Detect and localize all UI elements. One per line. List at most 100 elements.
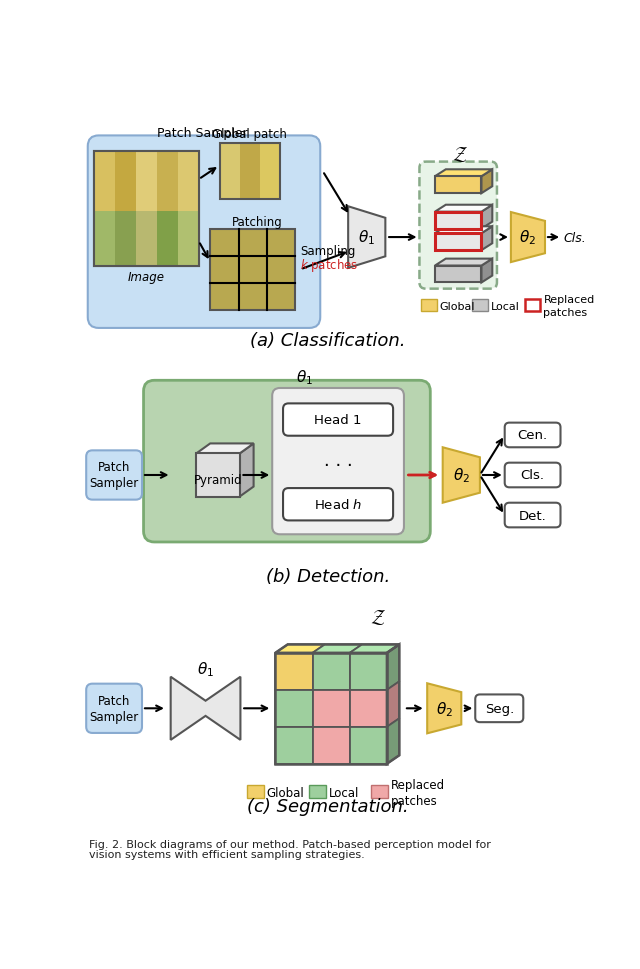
Text: Cls.: Cls. [564, 232, 586, 244]
Polygon shape [435, 227, 492, 234]
Text: $\theta_1$: $\theta_1$ [358, 229, 375, 247]
Bar [136, 152, 157, 211]
Bar [178, 211, 198, 267]
Bar [220, 144, 280, 200]
Bar [435, 266, 481, 283]
Text: Det.: Det. [519, 509, 547, 522]
Bar [94, 152, 115, 211]
Polygon shape [428, 683, 461, 734]
Bar [115, 152, 136, 211]
Bar [275, 653, 387, 764]
Bar [210, 230, 296, 311]
Bar [115, 211, 136, 267]
Text: Seg.: Seg. [484, 703, 514, 715]
Bar [94, 211, 115, 267]
FancyBboxPatch shape [505, 423, 561, 448]
Text: Sampling: Sampling [300, 245, 355, 258]
Bar [157, 152, 178, 211]
FancyBboxPatch shape [505, 503, 561, 528]
Polygon shape [435, 205, 492, 212]
FancyBboxPatch shape [143, 381, 430, 543]
Bar [312, 653, 349, 690]
Bar [275, 727, 312, 764]
Text: $\mathcal{Z}$: $\mathcal{Z}$ [452, 145, 468, 164]
Text: $\theta_2$: $\theta_2$ [520, 229, 536, 247]
Bar [239, 144, 260, 200]
Text: Global patch: Global patch [212, 128, 287, 141]
Bar [308, 786, 326, 797]
Bar [371, 786, 388, 797]
Polygon shape [196, 444, 253, 453]
Text: Cen.: Cen. [518, 429, 548, 442]
Bar [260, 144, 280, 200]
Bar [349, 690, 387, 727]
Bar [312, 690, 349, 727]
Text: Global: Global [440, 301, 475, 311]
Text: $\theta_2$: $\theta_2$ [452, 466, 470, 484]
Text: Image: Image [128, 271, 164, 284]
Bar [472, 299, 488, 312]
Text: Head $h$: Head $h$ [314, 498, 362, 512]
Polygon shape [481, 205, 492, 230]
Text: $\theta_1$: $\theta_1$ [296, 368, 313, 387]
Bar [312, 727, 349, 764]
Polygon shape [387, 681, 399, 727]
FancyBboxPatch shape [283, 404, 393, 436]
Text: (a) Classification.: (a) Classification. [250, 332, 406, 350]
FancyBboxPatch shape [86, 684, 142, 734]
Polygon shape [312, 644, 362, 653]
FancyBboxPatch shape [505, 463, 561, 487]
Text: Fig. 2. Block diagrams of our method. Patch-based perception model for: Fig. 2. Block diagrams of our method. Pa… [90, 839, 491, 849]
Polygon shape [349, 644, 399, 653]
Text: Replaced
patches: Replaced patches [543, 296, 595, 318]
Text: (c) Segmentation.: (c) Segmentation. [247, 797, 409, 815]
Polygon shape [481, 227, 492, 251]
Text: (b) Detection.: (b) Detection. [266, 568, 390, 585]
Text: Patch Sampler: Patch Sampler [157, 127, 248, 141]
Text: Local: Local [491, 301, 520, 311]
Bar [349, 653, 387, 690]
Bar [421, 299, 436, 312]
Text: Patch
Sampler: Patch Sampler [90, 461, 139, 490]
Bar [246, 786, 264, 797]
Text: · · ·: · · · [324, 456, 353, 475]
Bar [157, 211, 178, 267]
Polygon shape [387, 719, 399, 764]
Polygon shape [481, 171, 492, 194]
Polygon shape [511, 213, 545, 263]
Text: $\theta_1$: $\theta_1$ [197, 659, 214, 678]
Polygon shape [481, 260, 492, 283]
FancyBboxPatch shape [272, 389, 404, 535]
Bar [94, 152, 198, 267]
Text: $\theta_2$: $\theta_2$ [436, 700, 452, 718]
Text: $\mathcal{Z}$: $\mathcal{Z}$ [371, 607, 387, 626]
Text: Patching: Patching [232, 216, 283, 229]
Bar [435, 177, 481, 194]
Polygon shape [239, 444, 253, 497]
Text: Global: Global [267, 786, 305, 798]
Polygon shape [435, 171, 492, 177]
Bar [94, 152, 198, 267]
Bar [349, 727, 387, 764]
Bar [178, 152, 198, 211]
Text: Pyramid: Pyramid [194, 474, 243, 486]
Bar [275, 690, 312, 727]
FancyBboxPatch shape [283, 488, 393, 521]
Bar [220, 144, 239, 200]
Polygon shape [348, 207, 385, 268]
FancyBboxPatch shape [88, 137, 320, 328]
FancyBboxPatch shape [419, 163, 497, 290]
Text: vision systems with efficient sampling strategies.: vision systems with efficient sampling s… [90, 850, 365, 860]
Bar [136, 211, 157, 267]
Text: Replaced
patches: Replaced patches [391, 778, 445, 807]
Text: Local: Local [329, 786, 359, 798]
Text: $k$ patches: $k$ patches [300, 257, 358, 274]
FancyBboxPatch shape [86, 451, 142, 500]
Polygon shape [275, 644, 325, 653]
Polygon shape [387, 644, 399, 690]
Polygon shape [435, 260, 492, 266]
Text: Cls.: Cls. [520, 469, 545, 482]
Bar [435, 212, 481, 230]
Bar [525, 299, 540, 312]
Polygon shape [443, 448, 480, 503]
